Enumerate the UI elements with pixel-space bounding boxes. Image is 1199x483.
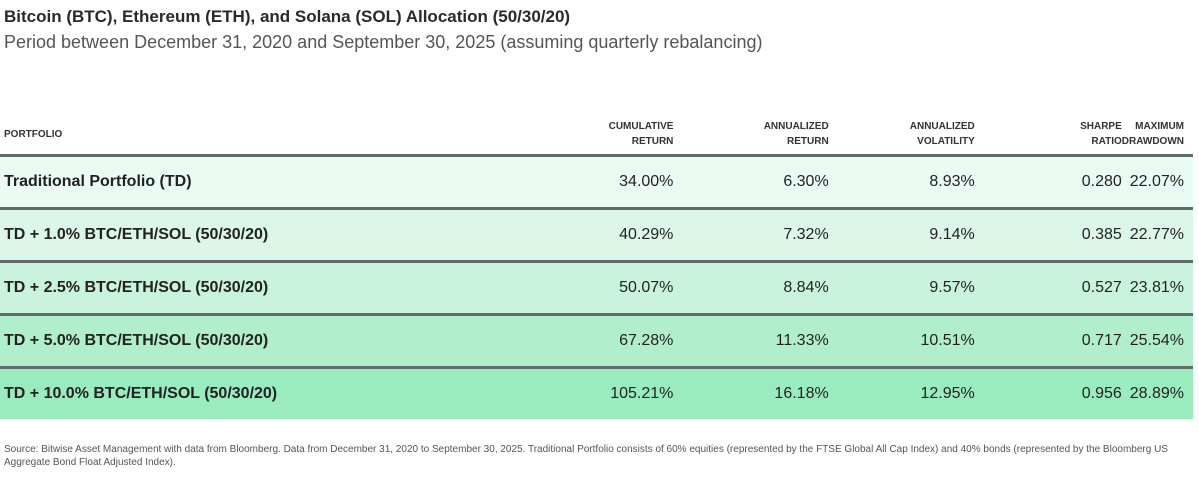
metric-cell: 9.57% (828, 260, 975, 315)
portfolio-name: TD + 10.0% BTC/ETH/SOL (50/30/20) (0, 366, 525, 419)
column-header-line: RATIO (1091, 136, 1122, 147)
metric-cell: 67.28% (524, 313, 674, 368)
metric-cell: 12.95% (828, 366, 975, 419)
source-footnote: Source: Bitwise Asset Management with da… (4, 444, 1168, 468)
portfolio-name: TD + 1.0% BTC/ETH/SOL (50/30/20) (0, 207, 525, 262)
column-header-line: PORTFOLIO (4, 128, 63, 140)
column-header-line: ANNUALIZED (763, 121, 829, 132)
metric-cell: 8.84% (673, 260, 829, 315)
column-header-line: RETURN (631, 136, 674, 147)
metric-cell: 22.07% (1121, 154, 1193, 209)
allocation-table: PORTFOLIO CUMULATIVE RETURN ANNUALIZED RETUR… (0, 114, 1193, 419)
table-row: TD + 10.0% BTC/ETH/SOL (50/30/20) 105.21%… (0, 366, 1193, 419)
page-subtitle: Period between December 31, 2020 and Sep… (4, 32, 763, 52)
metric-cell: 22.77% (1121, 207, 1193, 262)
metric-cell: 23.81% (1121, 260, 1193, 315)
portfolio-name: TD + 2.5% BTC/ETH/SOL (50/30/20) (0, 260, 525, 315)
metric-cell: 0.956 (974, 366, 1122, 419)
table-row: TD + 1.0% BTC/ETH/SOL (50/30/20) 40.29% 7.… (0, 207, 1193, 262)
table-row: Traditional Portfolio (TD) 34.00% 6.30% 8.9… (0, 154, 1193, 209)
metric-cell: 6.30% (673, 154, 829, 209)
page-title: Bitcoin (BTC), Ethereum (ETH), and Solan… (4, 7, 571, 26)
metric-cell: 8.93% (828, 154, 975, 209)
metric-cell: 50.07% (524, 260, 674, 315)
metric-cell: 105.21% (524, 366, 674, 419)
metric-cell: 9.14% (828, 207, 975, 262)
column-header-line: CUMULATIVE (608, 121, 674, 132)
table-body: Traditional Portfolio (TD) 34.00% 6.30% 8.9… (0, 154, 1193, 419)
metric-cell: 10.51% (828, 313, 975, 368)
column-header: MAXIMUM DRAWDOWN (1122, 114, 1193, 156)
table-row: TD + 2.5% BTC/ETH/SOL (50/30/20) 50.07% 8.… (0, 260, 1193, 315)
metric-cell: 16.18% (673, 366, 829, 419)
table-row: TD + 5.0% BTC/ETH/SOL (50/30/20) 67.28% 11… (0, 313, 1193, 368)
column-header-line: RETURN (787, 136, 829, 147)
metric-cell: 7.32% (673, 207, 829, 262)
portfolio-name: Traditional Portfolio (TD) (0, 154, 525, 209)
column-header: ANNUALIZED VOLATILITY (829, 114, 975, 156)
column-header-line: VOLATILITY (917, 136, 975, 147)
column-header: ANNUALIZED RETURN (673, 114, 829, 156)
column-header-line: SHARPE (1080, 121, 1122, 132)
portfolio-name: TD + 5.0% BTC/ETH/SOL (50/30/20) (0, 313, 525, 368)
metric-cell: 0.717 (974, 313, 1122, 368)
metric-cell: 25.54% (1121, 313, 1193, 368)
column-header: CUMULATIVE RETURN (525, 114, 674, 156)
metric-cell: 0.280 (974, 154, 1122, 209)
metric-cell: 40.29% (524, 207, 674, 262)
table-header-row: PORTFOLIO CUMULATIVE RETURN ANNUALIZED RETUR… (0, 114, 1193, 156)
column-header: SHARPE RATIO (975, 114, 1122, 156)
metric-cell: 28.89% (1121, 366, 1193, 419)
metric-cell: 0.527 (974, 260, 1122, 315)
metric-cell: 11.33% (673, 313, 829, 368)
column-header-line: ANNUALIZED (909, 121, 975, 132)
column-header-line: MAXIMUM (1135, 121, 1184, 132)
column-header-line: DRAWDOWN (1121, 136, 1184, 147)
column-header: PORTFOLIO (0, 114, 525, 156)
metric-cell: 34.00% (524, 154, 674, 209)
metric-cell: 0.385 (974, 207, 1122, 262)
